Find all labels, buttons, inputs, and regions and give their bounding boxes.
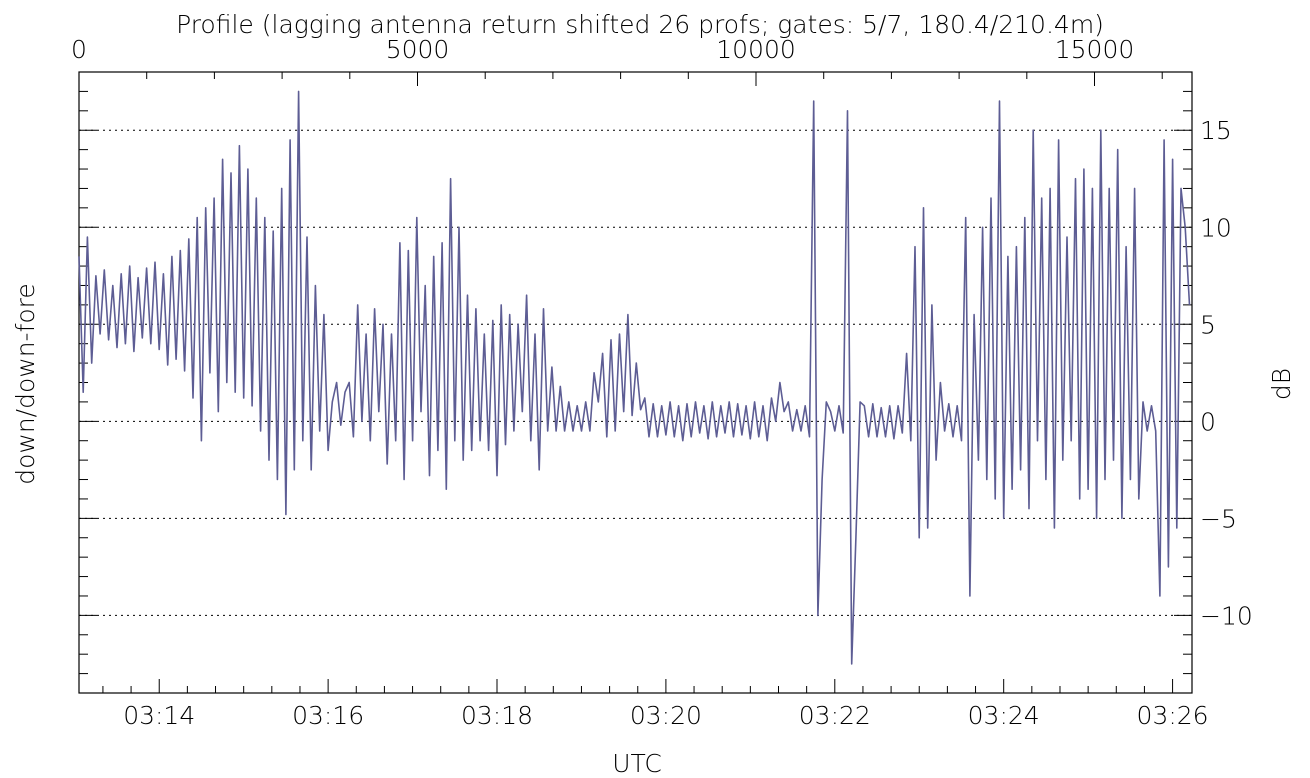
y-tick-label: −5 [1200, 504, 1237, 533]
x-tick-label: 03:18 [461, 701, 533, 730]
y-axis-title-right: dB [1267, 368, 1296, 400]
x-tick-label: 03:26 [1137, 701, 1209, 730]
x-tick-label: 03:22 [799, 701, 871, 730]
x-tick-label: 03:16 [292, 701, 364, 730]
top-tick-label: 0 [71, 35, 87, 64]
y-tick-label: 0 [1200, 407, 1216, 436]
y-tick-label: −10 [1200, 601, 1253, 630]
x-tick-label: 03:24 [968, 701, 1040, 730]
y-tick-label: 5 [1200, 310, 1216, 339]
top-tick-label: 15000 [1055, 35, 1135, 64]
y-tick-label: 10 [1200, 213, 1232, 242]
x-axis-title: UTC [612, 749, 662, 778]
series-line [78, 90, 1191, 665]
top-tick-label: 10000 [716, 35, 796, 64]
y-axis-title-left: down/down-fore [11, 283, 40, 485]
x-tick-label: 03:14 [123, 701, 195, 730]
top-tick-label: 5000 [386, 35, 450, 64]
data-layer [78, 90, 1191, 665]
y-tick-label: 15 [1200, 116, 1232, 145]
axis-ticks [78, 71, 1192, 694]
tick-labels: −10 −5 0 5 10 15 03:14 03:16 03:18 03:20 03:22 03:2… [71, 35, 1253, 730]
chart-title: Profile (lagging antenna return shifted … [176, 10, 1104, 39]
x-tick-label: 03:20 [630, 701, 702, 730]
